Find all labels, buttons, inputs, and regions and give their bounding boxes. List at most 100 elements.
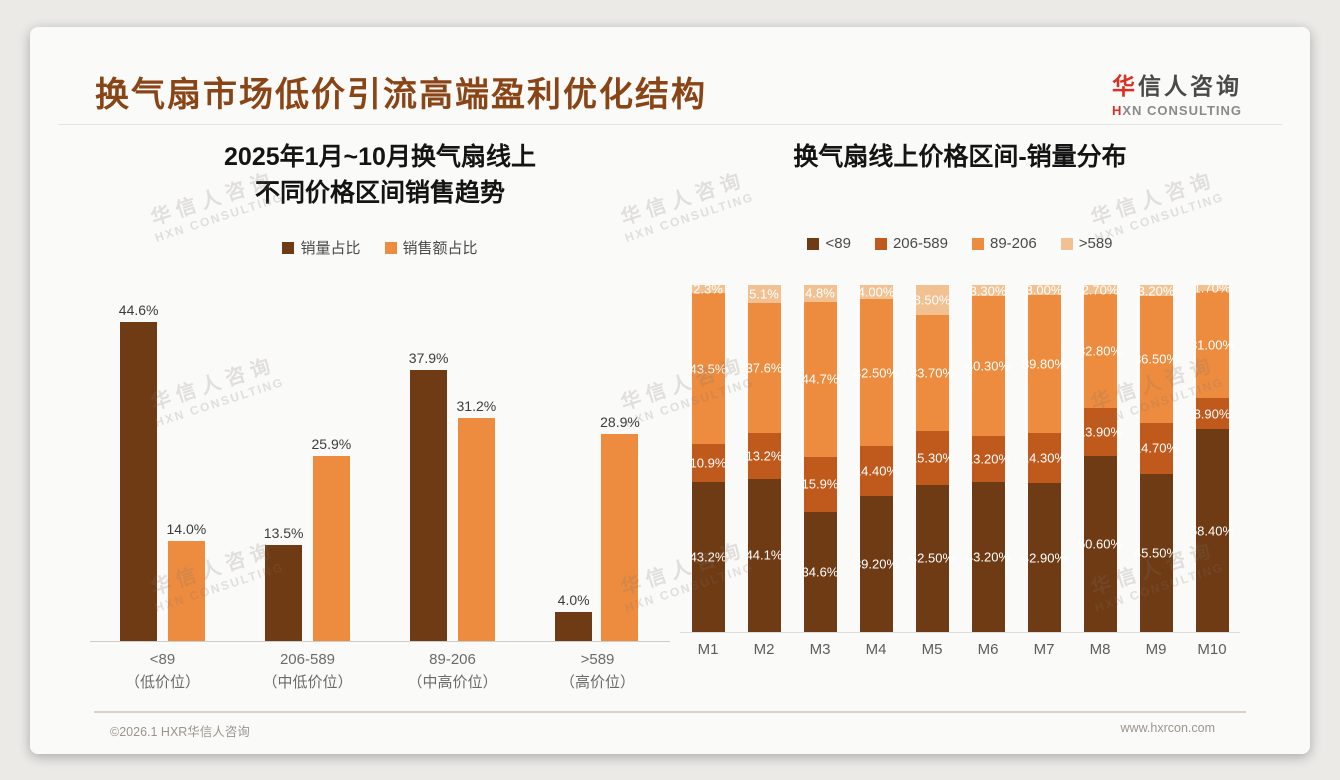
x-axis-label: M9 xyxy=(1145,641,1167,658)
segment-value-label: 50.60% xyxy=(1077,536,1123,552)
x-axis-label: M2 xyxy=(753,641,775,658)
left-chart-title-line2: 不同价格区间销售趋势 xyxy=(254,179,505,207)
bar-value-label: 31.2% xyxy=(456,397,497,414)
segment-value-label: 4.00% xyxy=(857,284,895,300)
stack-M5: 42.50% 15.30% 33.70% 8.50% xyxy=(910,284,954,632)
segment-206-589: 13.20% xyxy=(966,436,1010,483)
x-axis-label: 89-206 （中高价位） xyxy=(380,648,525,694)
category-range: <89 xyxy=(149,651,176,668)
stack-column: 42.50% 15.30% 33.70% 8.50% xyxy=(904,284,960,632)
x-axis-label: >589 （高价位） xyxy=(525,648,670,694)
segment-value-label: 14.40% xyxy=(853,463,899,479)
bar-wrap: 4.0% xyxy=(555,592,593,641)
bar-value-label: 25.9% xyxy=(311,435,352,452)
segment->589: 3.20% xyxy=(1138,283,1175,298)
left-chart-title: 2025年1月~10月换气扇线上 不同价格区间销售趋势 xyxy=(90,139,670,211)
segment-89-206: 39.80% xyxy=(1022,295,1066,434)
header-divider xyxy=(58,124,1282,125)
segment-value-label: 58.40% xyxy=(1189,523,1235,539)
segment-value-label: 36.50% xyxy=(1133,351,1179,367)
right-legend-item: <89 xyxy=(807,235,851,252)
legend-swatch-icon xyxy=(384,241,397,254)
segment-value-label: 15.9% xyxy=(801,476,839,492)
category-tier: （中高价位） xyxy=(407,674,498,691)
stack-column: 34.6% 15.9% 44.7% 4.8% xyxy=(792,285,848,632)
stack-M4: 39.20% 14.40% 42.50% 4.00% xyxy=(854,284,898,632)
segment-89-206: 44.7% xyxy=(802,301,838,457)
segment-value-label: 13.20% xyxy=(965,451,1011,467)
segment-89-206: 32.80% xyxy=(1078,294,1122,409)
stack-column: 42.90% 14.30% 39.80% 3.00% xyxy=(1016,283,1072,632)
segment-value-label: 14.70% xyxy=(1133,440,1179,456)
legend-swatch-icon xyxy=(1060,237,1073,250)
segment-89-206: 36.50% xyxy=(1134,296,1178,423)
x-axis-label: M4 xyxy=(865,641,887,658)
segment-value-label: 13.2% xyxy=(745,448,783,464)
x-axis-label: M10 xyxy=(1197,641,1227,658)
footer-divider xyxy=(94,711,1246,713)
stack-column: 50.60% 13.90% 32.80% 2.70% xyxy=(1072,282,1128,632)
footer-copyright: ©2026.1 HXR华信人咨询 xyxy=(110,725,250,739)
stack-M8: 50.60% 13.90% 32.80% 2.70% xyxy=(1078,282,1122,632)
segment->589: 2.3% xyxy=(691,281,725,296)
bar-wrap: 13.5% xyxy=(263,524,304,641)
segment->589: 5.1% xyxy=(747,285,781,303)
stack-M2: 44.1% 13.2% 37.6% 5.1% xyxy=(745,285,783,632)
segment->589: 4.8% xyxy=(803,285,837,302)
x-axis-label: M8 xyxy=(1089,641,1111,658)
category-range: 206-589 xyxy=(279,651,336,668)
segment->589: 3.30% xyxy=(969,283,1007,299)
segment-value-label: 31.00% xyxy=(1189,337,1235,353)
bar-销量占比 xyxy=(555,612,593,641)
segment->589: 3.00% xyxy=(1026,283,1063,298)
logo-chinese-name: 华信人咨询 xyxy=(1111,73,1242,99)
bar-销量占比 xyxy=(265,544,303,641)
bar-value-label: 13.5% xyxy=(263,524,304,541)
bar-wrap: 37.9% xyxy=(409,350,449,641)
segment-value-label: 3.30% xyxy=(969,283,1007,299)
x-axis-label: M1 xyxy=(697,641,719,658)
bar-group: 4.0% 28.9% xyxy=(525,414,670,641)
bar-value-label: 37.9% xyxy=(408,350,449,366)
bar-销售额占比 xyxy=(312,455,350,641)
segment-value-label: 15.30% xyxy=(909,450,955,466)
segment-value-label: 8.50% xyxy=(913,292,951,308)
category-tier: （低价位） xyxy=(124,674,200,691)
segment-value-label: 43.5% xyxy=(689,361,727,377)
x-axis-label: 206-589 （中低价位） xyxy=(235,648,380,694)
x-axis-label: M7 xyxy=(1033,641,1055,658)
category-tier: （高价位） xyxy=(559,674,635,691)
segment-value-label: 32.80% xyxy=(1077,343,1123,359)
bar-value-label: 14.0% xyxy=(166,520,207,537)
stack-M3: 34.6% 15.9% 44.7% 4.8% xyxy=(801,285,839,632)
segment-value-label: 34.6% xyxy=(801,564,839,580)
stack-column: 44.1% 13.2% 37.6% 5.1% xyxy=(736,285,792,632)
segment-<89: 50.60% xyxy=(1078,456,1122,632)
legend-swatch-icon xyxy=(874,237,887,250)
slide-card: 换气扇市场低价引流高端盈利优化结构 华信人咨询 HXN CONSULTING 2… xyxy=(30,27,1310,754)
bar-value-label: 44.6% xyxy=(118,302,159,319)
stack-column: 43.20% 13.20% 40.30% 3.30% xyxy=(960,283,1016,632)
segment-value-label: 2.3% xyxy=(693,281,723,297)
stack-M7: 42.90% 14.30% 39.80% 3.00% xyxy=(1022,283,1066,632)
segment-<89: 39.20% xyxy=(854,496,898,632)
segment-value-label: 39.20% xyxy=(853,556,899,572)
segment-89-206: 43.5% xyxy=(689,292,727,445)
legend-swatch-icon xyxy=(807,237,820,250)
category-tier: （中低价位） xyxy=(262,674,353,691)
segment-206-589: 14.70% xyxy=(1134,422,1178,474)
right-chart-title: 换气扇线上价格区间-销量分布 xyxy=(793,143,1127,171)
segment-206-589: 10.9% xyxy=(689,444,727,482)
stack-M9: 45.50% 14.70% 36.50% 3.20% xyxy=(1134,283,1178,632)
left-legend-item: 销售额占比 xyxy=(384,237,478,258)
left-chart-legend: 销量占比 销售额占比 xyxy=(90,237,670,258)
footer-website: www.hxrcon.com xyxy=(1120,721,1215,735)
segment-value-label: 43.20% xyxy=(965,549,1011,565)
segment-value-label: 1.70% xyxy=(1193,280,1231,296)
left-chart-plot: 44.6% 14.0% 13.5% 25.9% 37.9% 31.2% 4.0% 28.9% xyxy=(90,290,670,642)
segment-<89: 42.50% xyxy=(910,484,954,632)
x-axis-label: M5 xyxy=(921,641,943,658)
segment-value-label: 33.70% xyxy=(909,365,955,381)
segment-value-label: 10.9% xyxy=(689,455,727,471)
stack-M10: 58.40% 8.90% 31.00% 1.70% xyxy=(1190,280,1234,632)
